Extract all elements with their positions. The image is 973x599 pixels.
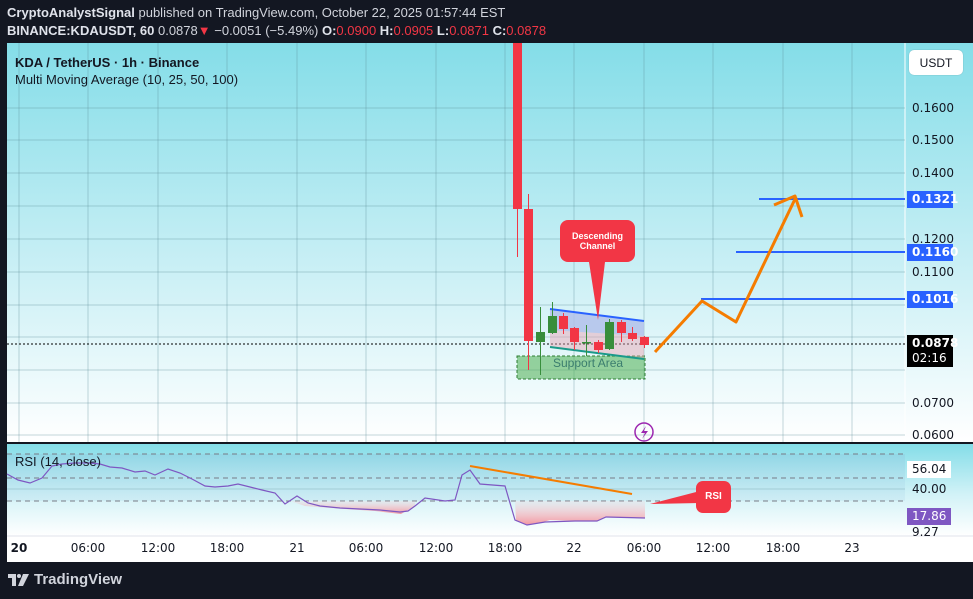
low-value: 0.0871 bbox=[449, 23, 489, 38]
target-lines[interactable] bbox=[701, 198, 905, 300]
down-arrow-icon: ▼ bbox=[197, 23, 211, 38]
price-tick: 0.1500 bbox=[912, 133, 954, 147]
support-area-label: Support Area bbox=[553, 356, 624, 370]
candles bbox=[513, 43, 649, 375]
target-badge-1: 0.1016 bbox=[907, 291, 958, 308]
projection-arrowhead bbox=[773, 194, 804, 218]
rsi-lower-value: 9.27 bbox=[912, 526, 939, 536]
current-price-badge: 0.0878 02:16 bbox=[907, 335, 958, 367]
target-badge-3: 0.1321 bbox=[907, 191, 958, 208]
indicator-mma[interactable]: Multi Moving Average (10, 25, 50, 100) bbox=[15, 72, 239, 87]
channel-lower-line[interactable] bbox=[549, 346, 645, 360]
published-text: published on TradingView.com, October 22… bbox=[138, 5, 506, 20]
price-tick: 0.0700 bbox=[912, 396, 954, 410]
price-tick: 0.1600 bbox=[912, 101, 954, 115]
currency-unit-button[interactable]: USDT bbox=[909, 50, 963, 75]
price-change: −0.0051 (−5.49%) bbox=[214, 23, 319, 38]
rsi-callout-label: RSI bbox=[705, 491, 722, 502]
descending-channel-label: Descending Channel bbox=[571, 231, 623, 251]
high-value: 0.0905 bbox=[393, 23, 434, 38]
time-tick: 06:00 bbox=[70, 541, 106, 555]
time-tick: 20 bbox=[10, 541, 28, 555]
brand-name: TradingView bbox=[34, 571, 123, 588]
time-tick: 12:00 bbox=[140, 541, 176, 555]
rsi-level-40: 40.00 bbox=[912, 482, 947, 496]
rsi-legend[interactable]: RSI (14, close) bbox=[15, 454, 101, 469]
time-tick: 22 bbox=[566, 541, 582, 555]
time-tick: 18:00 bbox=[209, 541, 245, 555]
close-value: 0.0878 bbox=[506, 23, 547, 38]
projection-path[interactable] bbox=[653, 196, 798, 354]
target-badge-2: 0.1160 bbox=[907, 244, 958, 261]
time-tick: 18:00 bbox=[487, 541, 523, 555]
grid-lines bbox=[7, 43, 905, 536]
rsi-callout[interactable] bbox=[650, 481, 731, 513]
open-value: 0.0900 bbox=[336, 23, 377, 38]
publish-header: CryptoAnalystSignal published on Trading… bbox=[0, 0, 973, 40]
open-label: O: bbox=[321, 23, 337, 38]
support-area-box[interactable] bbox=[516, 355, 646, 380]
time-tick: 12:00 bbox=[418, 541, 454, 555]
price-tick: 0.1200 bbox=[912, 232, 954, 246]
symbol-label: BINANCE:KDAUSDT, 60 bbox=[7, 23, 155, 38]
close-label: C: bbox=[492, 23, 507, 38]
time-tick: 18:00 bbox=[765, 541, 801, 555]
chart-legend: KDA / TetherUS · 1h · Binance Multi Movi… bbox=[15, 54, 238, 88]
time-tick: 12:00 bbox=[695, 541, 731, 555]
price-tick: 0.0600 bbox=[912, 428, 954, 442]
price-tick: 0.1400 bbox=[912, 166, 954, 180]
symbol-title[interactable]: KDA / TetherUS · 1h · Binance bbox=[15, 55, 200, 70]
tradingview-logo[interactable]: TradingView bbox=[8, 571, 122, 588]
time-tick: 06:00 bbox=[348, 541, 384, 555]
time-tick: 06:00 bbox=[626, 541, 662, 555]
rsi-line bbox=[6, 462, 646, 526]
price-tick: 0.1100 bbox=[912, 265, 954, 279]
last-price: 0.0878 bbox=[157, 23, 198, 38]
tradingview-logo-icon bbox=[8, 573, 29, 586]
descending-channel-callout[interactable] bbox=[560, 220, 635, 320]
rsi-upper-value: 56.04 bbox=[907, 461, 951, 478]
time-tick: 21 bbox=[289, 541, 305, 555]
rsi-current-value: 17.86 bbox=[907, 508, 951, 525]
high-label: H: bbox=[379, 23, 394, 38]
channel-upper-line[interactable] bbox=[549, 308, 645, 322]
time-tick: 23 bbox=[844, 541, 860, 555]
bar-countdown: 02:16 bbox=[912, 351, 947, 365]
flash-icon[interactable] bbox=[634, 422, 654, 442]
rsi-divergence-line[interactable] bbox=[469, 465, 633, 495]
low-label: L: bbox=[436, 23, 450, 38]
author-name[interactable]: CryptoAnalystSignal bbox=[7, 5, 135, 20]
